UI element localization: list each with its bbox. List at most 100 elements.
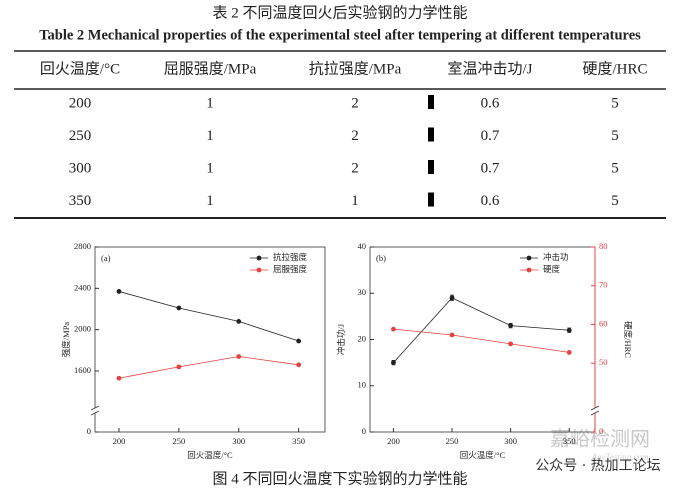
y-tick-label: 30 [358,287,367,297]
panel-label: (a) [101,253,111,263]
y2-tick-label: 50 [599,357,608,367]
table-title-en: Table 2 Mechanical properties of the exp… [39,27,641,43]
marker [116,375,122,381]
table-cell: 250 [69,128,92,144]
table-cell: 1 [206,95,214,111]
table-cell: 5 [611,128,619,144]
table-title: 表 2 不同温度回火后实验钢的力学性能 [212,4,467,21]
marker [449,332,455,338]
marker [176,364,182,370]
y2-tick-label: 0 [599,426,603,436]
y-tick-label: 2400 [74,282,91,292]
marker [508,341,514,347]
table-header: 回火温度/°C [40,60,120,77]
watermark-url: AnyTesting.com [591,452,649,462]
axis-break [590,405,600,411]
watermark-account: 公众号 · 热加工论坛 [535,458,660,474]
y2-tick-label: 80 [599,241,608,251]
y-axis-label: 强度/MPa [61,322,71,358]
y-tick-label: 2000 [74,324,91,334]
table-header: 屈服强度/MPa [164,60,257,77]
table-cell: 1 [351,193,359,209]
y2-axis-label: 硬度/HRC [623,321,633,358]
watermark-site: 嘉峪检测网 [550,427,650,451]
series-line [118,356,299,379]
marker [391,360,396,366]
table-cell: 200 [69,95,92,111]
series-line [118,291,299,342]
redaction [428,127,434,142]
y2-tick-label: 70 [599,280,608,290]
table-header: 硬度/HRC [582,60,647,77]
legend-marker [256,267,262,273]
table-cell: 1 [206,193,214,209]
marker [566,350,572,355]
marker [449,295,455,301]
marker [236,319,242,324]
table-cell: 0.7 [481,160,500,176]
legend-label: 冲击功 [543,252,569,262]
axis-break [90,405,100,411]
y-tick-label: 1600 [74,365,91,375]
axis-break-gap [92,408,98,413]
figure-caption: 图 4 不同回火温度下实验钢的力学性能 [212,470,467,487]
y-tick-label: 2800 [74,241,91,251]
legend-label: 屈服强度 [273,264,308,274]
legend-marker [526,255,532,261]
table-cell: 350 [69,193,92,209]
marker [296,338,302,344]
x-tick-label: 200 [113,436,126,446]
marker [116,289,122,294]
series-line [393,297,570,363]
x-tick-label: 350 [292,436,305,446]
x-axis-label: 回火温度/°C [187,450,233,460]
x-tick-label: 300 [232,436,245,446]
x-tick-label: 250 [446,436,459,446]
table-cell: 2 [351,160,359,176]
table-header: 抗拉强度/MPa [309,60,402,77]
table-cell: 1 [206,160,214,176]
legend-label: 硬度 [543,264,561,274]
marker [391,326,396,332]
y-tick-label: 10 [358,380,367,390]
panel-label: (b) [376,253,386,263]
y-tick-label: 20 [358,333,367,343]
x-tick-label: 350 [563,436,576,446]
redaction [428,160,434,174]
table-cell: 1 [206,128,214,144]
legend-label: 抗拉强度 [273,252,308,262]
axis-break-gap [592,408,598,413]
table-cell: 0.6 [481,193,500,209]
table-cell: 300 [69,160,92,176]
series-line [393,328,570,353]
table-header: 室温冲击功/J [447,60,532,77]
table-cell: 5 [611,95,619,111]
table-cell: 0.7 [481,128,500,144]
x-tick-label: 300 [504,436,517,446]
y-tick-label: 0 [362,426,366,436]
x-tick-label: 200 [387,436,400,446]
axis-break [590,410,600,416]
table-cell: 0.6 [481,95,500,111]
table-cell: 2 [351,95,359,111]
x-axis-label: 回火温度/°C [460,450,506,460]
x-tick-label: 250 [172,436,185,446]
marker [236,354,242,359]
legend-marker [256,255,262,261]
y-tick-label: 0 [87,426,91,436]
marker [508,323,514,329]
y2-tick-label: 60 [599,318,608,328]
marker [296,362,302,368]
table-cell: 5 [611,193,619,209]
y-axis-label: 冲击功/J [336,323,346,355]
redaction [428,192,434,207]
axis-break [90,410,100,416]
marker [176,305,182,311]
table-cell: 2 [351,128,359,144]
plot-frame [94,246,326,433]
marker [566,327,572,333]
table-cell: 5 [611,160,619,176]
redaction [428,95,434,109]
y-tick-label: 40 [358,241,367,251]
